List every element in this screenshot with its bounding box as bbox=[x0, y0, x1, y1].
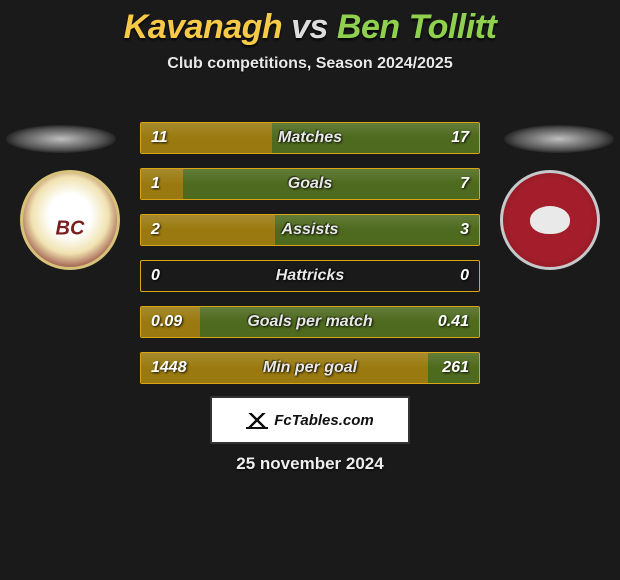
club-crest-left bbox=[20, 170, 120, 270]
stat-row: Matches11 17 bbox=[140, 122, 480, 154]
stat-value-right: 3 bbox=[460, 215, 469, 245]
club-crest-right bbox=[500, 170, 600, 270]
comparison-title: Kavanagh vs Ben Tollitt bbox=[0, 0, 620, 47]
stat-value-right: 261 bbox=[442, 353, 469, 383]
date-label: 25 november 2024 bbox=[0, 454, 620, 474]
stat-row: Goals1 7 bbox=[140, 168, 480, 200]
stat-value-left: 2 bbox=[151, 215, 160, 245]
stat-value-right: 7 bbox=[460, 169, 469, 199]
player2-name: Ben Tollitt bbox=[337, 8, 496, 46]
stat-row: Hattricks0 0 bbox=[140, 260, 480, 292]
stat-label: Matches bbox=[141, 123, 479, 153]
chart-icon bbox=[246, 411, 268, 429]
stat-row: Goals per match0.09 0.41 bbox=[140, 306, 480, 338]
brand-text: FcTables.com bbox=[274, 412, 373, 429]
stat-label: Goals per match bbox=[141, 307, 479, 337]
shadow-left bbox=[6, 125, 116, 153]
stat-row: Assists2 3 bbox=[140, 214, 480, 246]
stat-value-left: 1 bbox=[151, 169, 160, 199]
stat-value-left: 1448 bbox=[151, 353, 187, 383]
stats-bars: Matches1117Goals17Assists23Hattricks00Go… bbox=[140, 122, 480, 398]
subtitle: Club competitions, Season 2024/2025 bbox=[0, 55, 620, 73]
stat-label: Goals bbox=[141, 169, 479, 199]
stat-row: Min per goal1448 261 bbox=[140, 352, 480, 384]
stat-value-right: 0 bbox=[460, 261, 469, 291]
player1-name: Kavanagh bbox=[124, 8, 283, 46]
brand-box: FcTables.com bbox=[210, 396, 410, 444]
vs-text: vs bbox=[291, 8, 328, 46]
stat-label: Hattricks bbox=[141, 261, 479, 291]
stat-value-right: 17 bbox=[451, 123, 469, 153]
stat-value-left: 0.09 bbox=[151, 307, 182, 337]
stat-value-left: 0 bbox=[151, 261, 160, 291]
stat-value-left: 11 bbox=[151, 123, 168, 153]
stat-label: Min per goal bbox=[141, 353, 479, 383]
shadow-right bbox=[504, 125, 614, 153]
stat-label: Assists bbox=[141, 215, 479, 245]
stat-value-right: 0.41 bbox=[438, 307, 469, 337]
